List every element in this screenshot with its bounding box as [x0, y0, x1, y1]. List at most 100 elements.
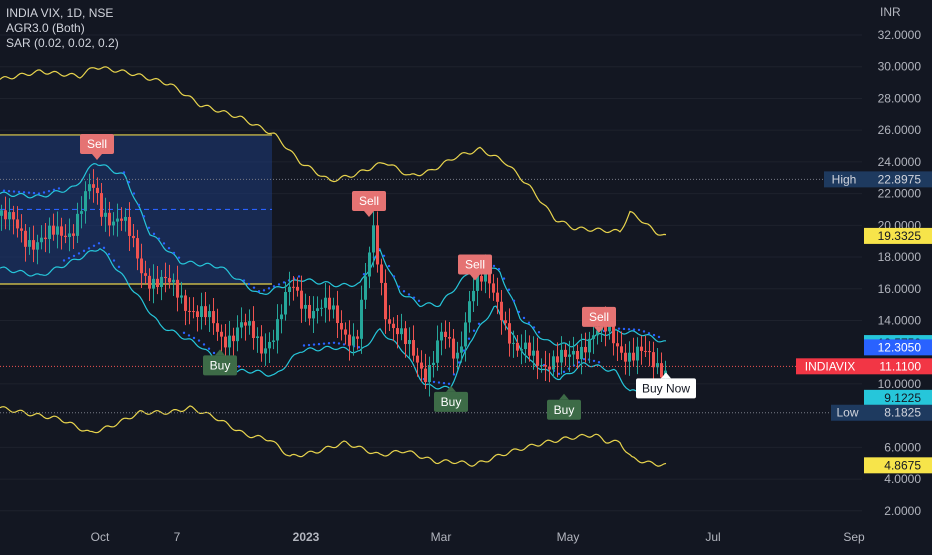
- candle-body: [56, 226, 59, 235]
- sar-dot: [557, 372, 561, 376]
- sar-dot: [642, 330, 646, 333]
- candle-body: [424, 368, 427, 382]
- envelope-price-label[interactable]: 19.3325: [864, 227, 932, 244]
- candle-body: [164, 276, 167, 279]
- sell-signal-tag[interactable]: Sell: [458, 254, 492, 281]
- candle-body: [624, 352, 627, 362]
- signal-tag-pointer: [470, 274, 480, 281]
- x-tick-label: Mar: [431, 530, 452, 544]
- sar-price-label[interactable]: 12.3050: [864, 339, 932, 356]
- candle-body: [588, 338, 591, 353]
- candle-body: [660, 363, 663, 378]
- candle-body: [304, 304, 307, 309]
- signal-tag-label: Buy: [554, 403, 575, 417]
- range-price-label[interactable]: 22.8975 High: [824, 171, 932, 188]
- candle-body: [436, 340, 439, 363]
- candle-body: [276, 319, 279, 341]
- x-tick-label: 7: [174, 530, 181, 544]
- candle-body: [628, 352, 631, 362]
- y-tick-label: 6.0000: [884, 440, 921, 454]
- candle-body: [112, 221, 115, 226]
- sar-dot: [142, 215, 146, 218]
- indicator-sar-label[interactable]: SAR (0.02, 0.02, 0.2): [6, 36, 119, 50]
- lower-envelope-line: [0, 405, 667, 467]
- sell-signal-tag[interactable]: Sell: [582, 306, 616, 333]
- candle-body: [208, 311, 211, 318]
- sar-dot: [412, 296, 416, 299]
- indicator-agr-label[interactable]: AGR3.0 (Both): [6, 21, 85, 35]
- candle-body: [508, 323, 511, 344]
- sar-dot: [362, 272, 366, 276]
- candle-body: [376, 225, 379, 265]
- signal-tag-box: [582, 306, 616, 327]
- sar-dot: [437, 381, 441, 384]
- candle-body: [12, 212, 15, 220]
- candle-body: [372, 225, 375, 253]
- sar-dot: [277, 283, 281, 286]
- y-tick-label: 22.0000: [878, 187, 922, 201]
- sell-signal-tag[interactable]: Sell: [80, 133, 114, 160]
- band-price-label[interactable]: 9.1225: [864, 389, 932, 406]
- candle-body: [308, 304, 311, 319]
- sar-dot: [272, 285, 276, 288]
- sar-dot: [402, 290, 406, 293]
- candle-body: [384, 282, 387, 320]
- candle-body: [568, 354, 571, 357]
- buy-signal-tag[interactable]: Buy: [434, 385, 468, 412]
- candle-body: [292, 286, 295, 288]
- candle-body: [504, 320, 507, 324]
- candle-body: [464, 322, 467, 347]
- candle-body: [456, 352, 459, 359]
- sar-dot: [577, 361, 581, 364]
- sar-dot: [137, 203, 141, 207]
- buy-now-tag[interactable]: Buy Now: [636, 372, 696, 399]
- candle-body: [44, 237, 47, 240]
- sar-dot: [72, 254, 76, 258]
- candle-body: [536, 350, 539, 366]
- envelope-price-label[interactable]: 4.8675: [864, 457, 932, 474]
- candle-body: [584, 346, 587, 353]
- candle-body: [232, 335, 235, 342]
- buy-signal-tag[interactable]: Buy: [547, 393, 581, 420]
- sar-dot: [417, 299, 421, 303]
- candle-body: [224, 336, 227, 348]
- sar-dot: [342, 343, 346, 346]
- candle-body: [616, 343, 619, 347]
- last-price-label[interactable]: 11.1100 INDIAVIX: [796, 358, 932, 375]
- candle-body: [244, 322, 247, 326]
- candle-body: [340, 323, 343, 330]
- sar-dot: [147, 226, 151, 229]
- sar-dot: [307, 343, 311, 347]
- candle-body: [96, 187, 99, 194]
- sar-dot: [517, 310, 521, 314]
- candle-body: [252, 321, 255, 339]
- sar-dot: [172, 251, 176, 255]
- range-price-label[interactable]: 8.1825 Low: [831, 404, 932, 421]
- candle-body: [248, 321, 251, 326]
- sar-dot: [432, 380, 436, 384]
- candle-body: [288, 286, 291, 293]
- sar-dot: [37, 192, 41, 195]
- candle-body: [296, 286, 299, 291]
- price-label-box: [864, 389, 932, 406]
- candle-body: [256, 336, 259, 339]
- price-label-box: [864, 358, 932, 375]
- sell-signal-tag[interactable]: Sell: [352, 191, 386, 218]
- sar-dot: [617, 327, 621, 330]
- sar-dot: [562, 370, 566, 374]
- candle-body: [280, 314, 283, 320]
- symbol-title[interactable]: INDIA VIX, 1D, NSE: [6, 6, 114, 20]
- price-label-value: 22.8975: [878, 172, 922, 186]
- candle-body: [324, 297, 327, 308]
- candle-body: [0, 210, 3, 216]
- price-label-box: [864, 457, 932, 474]
- sar-dot: [202, 343, 206, 346]
- buy-signal-tag[interactable]: Buy: [203, 349, 237, 376]
- sar-dot: [7, 189, 11, 193]
- sar-dot: [512, 299, 516, 303]
- sar-dot: [302, 344, 306, 347]
- buy-now-label: Buy Now: [642, 381, 690, 395]
- signal-tag-label: Buy: [210, 358, 231, 372]
